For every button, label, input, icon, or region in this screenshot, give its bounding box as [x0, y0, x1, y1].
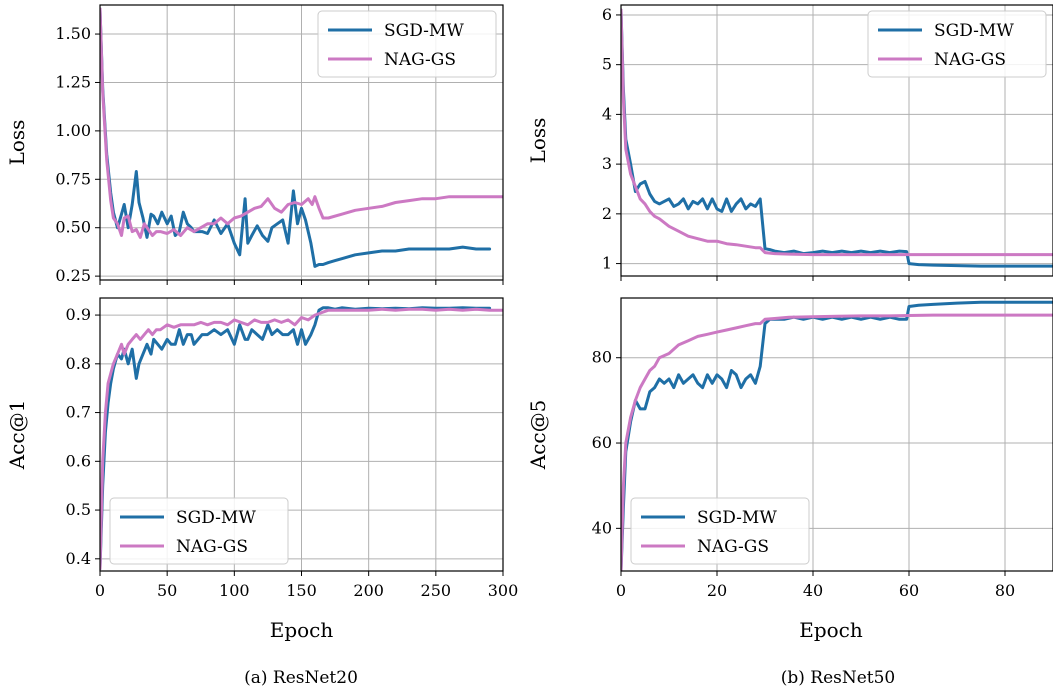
- y-tick-label: 1.00: [55, 121, 91, 140]
- legend-label-nag-gs: NAG-GS: [176, 537, 248, 557]
- series-line-sgd-mw: [100, 7, 492, 268]
- legend-label-nag-gs: NAG-GS: [697, 537, 769, 557]
- legend: SGD-MW NAG-GS: [317, 10, 497, 78]
- legend: SGD-MW NAG-GS: [109, 497, 289, 565]
- legend-label-sgd-mw: SGD-MW: [697, 508, 777, 528]
- y-tick-label: 40: [592, 518, 612, 537]
- y-tick-label: 0.8: [66, 354, 91, 373]
- legend-label-sgd-mw: SGD-MW: [176, 508, 256, 528]
- caption-b: (b) ResNet50: [781, 668, 896, 688]
- x-tick-label: 40: [803, 581, 823, 600]
- y-axis-label: Acc@1: [5, 400, 29, 471]
- y-tick-label: 0.25: [55, 266, 91, 285]
- y-tick-label: 0.5: [66, 500, 91, 519]
- x-tick-label: 0: [616, 581, 626, 600]
- legend-label-sgd-mw: SGD-MW: [384, 21, 464, 41]
- panel-resnet50-acc5: 40 60 80 0 20 40 60 80 Acc@5 Epoch SGD-MW NAG-GS: [526, 297, 1053, 642]
- y-tick-label: 1: [602, 254, 612, 273]
- y-tick-label: 0.75: [55, 169, 91, 188]
- axes-frame: [99, 4, 504, 281]
- x-tick-label: 60: [899, 581, 919, 600]
- y-tick-label: 3: [602, 154, 612, 173]
- y-tick-label: 0.9: [66, 305, 91, 324]
- y-tick-label: 5: [602, 55, 612, 74]
- series-line-nag-gs: [100, 307, 503, 571]
- x-tick-label: 150: [286, 581, 317, 600]
- legend-label-nag-gs: NAG-GS: [384, 50, 456, 70]
- x-tick-label: 0: [95, 581, 105, 600]
- y-tick-label: 0.6: [66, 451, 91, 470]
- axes-frame: [620, 297, 1053, 572]
- series-line-sgd-mw: [621, 300, 1053, 571]
- y-tick-label: 0.7: [66, 403, 91, 422]
- y-axis-label: Loss: [5, 120, 29, 166]
- y-tick-label: 80: [592, 348, 612, 367]
- y-axis-label: Loss: [526, 118, 550, 164]
- panel-resnet20-acc1: 0.4 0.5 0.6 0.7 0.8 0.9 0 50 100 150 200 250 300 Acc@…: [5, 297, 519, 642]
- panel-resnet20-loss: 0.25 0.50 0.75 1.00 1.25 1.50 Loss SGD-MW NAG-GS: [5, 4, 504, 285]
- y-axis-label: Acc@5: [526, 400, 550, 471]
- x-axis-label: Epoch: [799, 618, 863, 642]
- x-tick-label: 100: [219, 581, 250, 600]
- y-tick-label: 6: [602, 5, 612, 24]
- y-tick-label: 1.50: [55, 24, 91, 43]
- legend: SGD-MW NAG-GS: [867, 10, 1047, 78]
- y-tick-label: 4: [602, 104, 612, 123]
- y-tick-label: 0.4: [66, 549, 91, 568]
- x-tick-label: 20: [707, 581, 727, 600]
- x-tick-label: 200: [353, 581, 384, 600]
- axes-frame: [99, 297, 504, 572]
- y-tick-label: 1.25: [55, 72, 91, 91]
- panel-resnet50-loss: 1 2 3 4 5 6 Loss SGD-MW NAG-GS: [526, 4, 1053, 281]
- x-tick-label: 80: [995, 581, 1015, 600]
- series-line-nag-gs: [621, 313, 1053, 571]
- legend-label-nag-gs: NAG-GS: [934, 50, 1006, 70]
- x-tick-label: 300: [488, 581, 519, 600]
- y-tick-label: 2: [602, 204, 612, 223]
- legend: SGD-MW NAG-GS: [630, 497, 810, 565]
- series-line-sgd-mw: [100, 306, 492, 571]
- x-tick-label: 50: [157, 581, 177, 600]
- y-tick-label: 60: [592, 433, 612, 452]
- x-tick-label: 250: [421, 581, 452, 600]
- series-line-nag-gs: [100, 7, 503, 239]
- legend-label-sgd-mw: SGD-MW: [934, 21, 1014, 41]
- y-tick-label: 0.50: [55, 218, 91, 237]
- caption-a: (a) ResNet20: [244, 668, 358, 688]
- series-line-nag-gs: [621, 8, 1053, 257]
- x-axis-label: Epoch: [270, 618, 334, 642]
- series-line-sgd-mw: [621, 8, 1053, 268]
- axes-frame: [620, 4, 1053, 277]
